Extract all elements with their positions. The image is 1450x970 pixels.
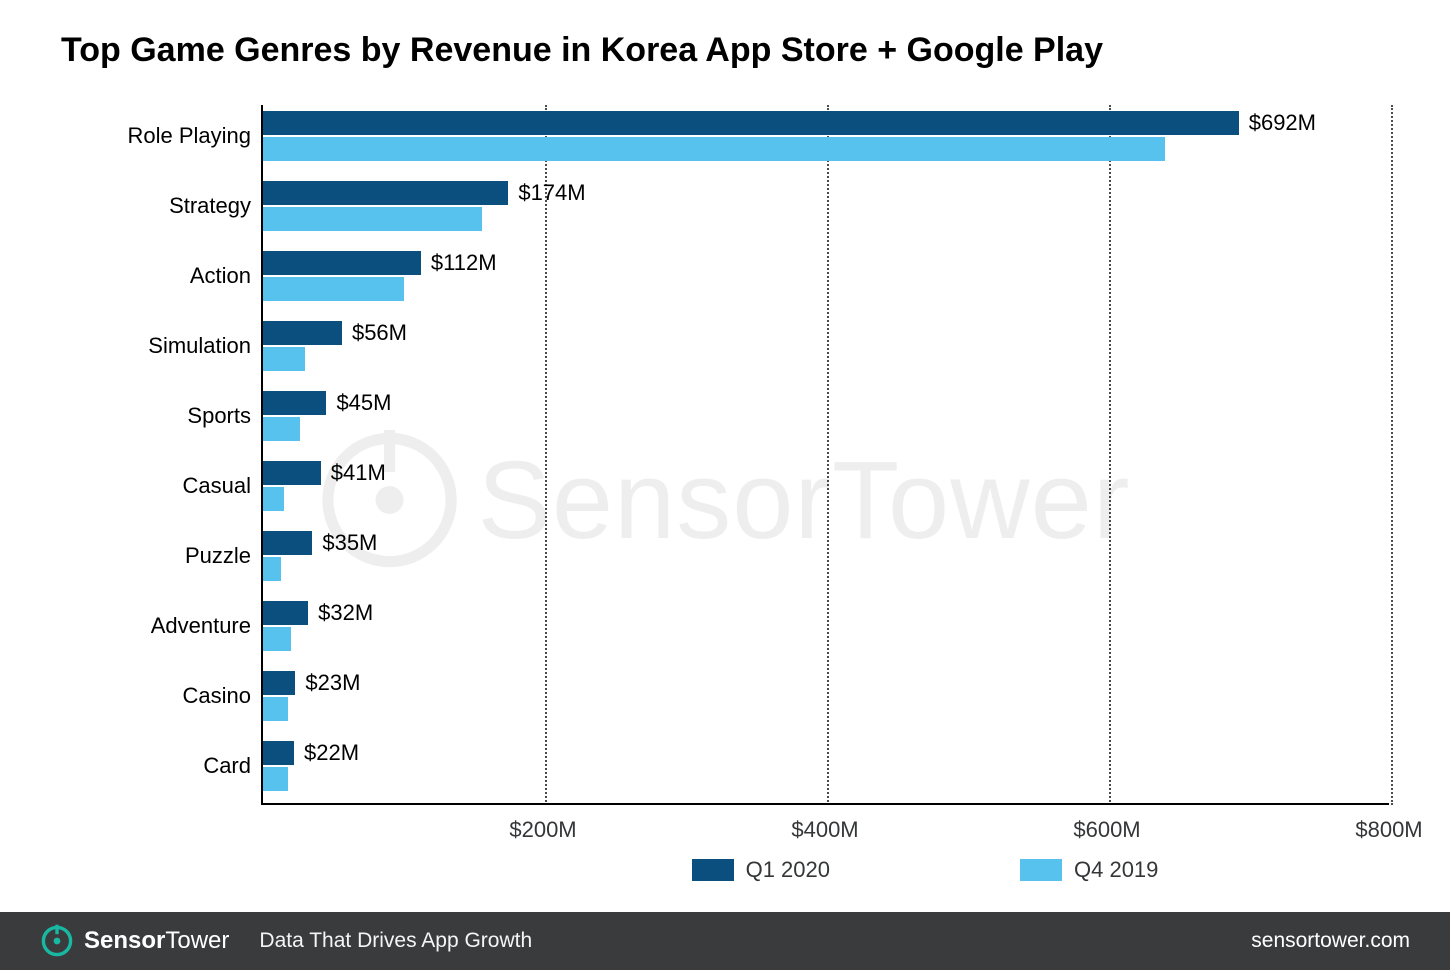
bar-q4-2019 [263,487,284,511]
x-tick-label: $200M [509,817,576,843]
category-label: Casino [183,683,251,709]
legend-item-q1-2020: Q1 2020 [692,857,830,883]
bar-q1-2020 [263,741,294,765]
bar-q1-2020 [263,601,308,625]
brand-name-light: Tower [165,927,229,954]
gridline [827,105,829,805]
legend-label: Q1 2020 [746,857,830,883]
bar-q4-2019 [263,697,288,721]
brand-name: SensorTower [84,927,229,955]
legend-label: Q4 2019 [1074,857,1158,883]
chart-area: SensorTower Role PlayingStrategyActionSi… [61,105,1389,865]
legend-swatch-icon [692,859,734,881]
bar-q1-2020 [263,531,312,555]
category-label: Role Playing [127,123,251,149]
bar-q4-2019 [263,627,291,651]
bar-q1-2020 [263,671,295,695]
bar-q1-2020 [263,461,321,485]
chart-frame: Top Game Genres by Revenue in Korea App … [0,0,1450,970]
x-tick-label: $600M [1073,817,1140,843]
category-label: Casual [183,473,251,499]
gridline [1109,105,1111,805]
category-label: Card [203,753,251,779]
legend-item-q4-2019: Q4 2019 [1020,857,1158,883]
footer-brand: SensorTower [40,924,229,958]
gridline [1391,105,1393,805]
plot-inner: $692M $174M $112M $56M $45M $41M $35M $32M $23M $… [261,105,1389,805]
bar-value-label: $32M [318,600,373,626]
bar-q1-2020 [263,321,342,345]
category-label: Simulation [148,333,251,359]
bar-q1-2020 [263,251,421,275]
category-label: Puzzle [185,543,251,569]
bar-value-label: $41M [331,460,386,486]
bar-value-label: $692M [1249,110,1316,136]
bar-q1-2020 [263,111,1239,135]
bar-q4-2019 [263,207,482,231]
x-tick-label: $400M [791,817,858,843]
category-label: Adventure [151,613,251,639]
legend: Q1 2020 Q4 2019 [461,857,1389,883]
bar-value-label: $174M [518,180,585,206]
footer-domain: sensortower.com [1251,929,1410,953]
x-tick-label: $800M [1355,817,1422,843]
bar-value-label: $45M [336,390,391,416]
bar-value-label: $22M [304,740,359,766]
bar-q4-2019 [263,137,1165,161]
footer: SensorTower Data That Drives App Growth … [0,912,1450,970]
bar-q4-2019 [263,417,300,441]
legend-swatch-icon [1020,859,1062,881]
bar-value-label: $35M [322,530,377,556]
footer-tagline: Data That Drives App Growth [259,929,532,953]
bar-q4-2019 [263,767,288,791]
bar-q1-2020 [263,391,326,415]
bar-q4-2019 [263,277,404,301]
category-label: Action [190,263,251,289]
chart-title: Top Game Genres by Revenue in Korea App … [61,31,1389,70]
brand-logo-icon [40,924,74,958]
category-label: Strategy [169,193,251,219]
bar-q1-2020 [263,181,508,205]
plot-region: $692M $174M $112M $56M $45M $41M $35M $32M $23M $… [261,105,1389,865]
brand-name-bold: Sensor [84,927,165,954]
category-label: Sports [187,403,251,429]
bar-value-label: $23M [305,670,360,696]
bar-value-label: $56M [352,320,407,346]
bar-value-label: $112M [431,250,497,276]
bar-q4-2019 [263,557,281,581]
gridline [545,105,547,805]
chart-content: Top Game Genres by Revenue in Korea App … [0,0,1450,912]
bar-q4-2019 [263,347,305,371]
